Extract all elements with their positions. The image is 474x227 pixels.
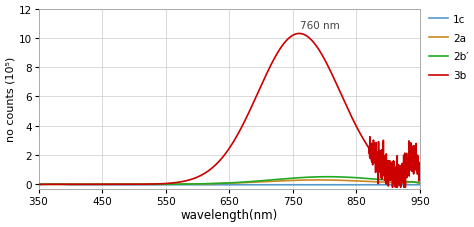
Y-axis label: no counts (10⁵): no counts (10⁵) — [6, 57, 16, 142]
X-axis label: wavelength(nm): wavelength(nm) — [181, 209, 278, 222]
2a — [199, 183, 204, 185]
1c — [80, 184, 86, 186]
1c — [102, 184, 108, 186]
2a — [410, 180, 415, 183]
Line: 1c: 1c — [38, 184, 420, 185]
2b′ — [369, 178, 374, 180]
3b — [417, 171, 423, 174]
Line: 2b′: 2b′ — [38, 177, 420, 185]
2b′ — [199, 183, 204, 185]
3b — [36, 183, 41, 186]
2b′ — [325, 175, 330, 178]
Line: 2a: 2a — [38, 180, 420, 185]
1c — [79, 184, 85, 186]
3b — [182, 180, 188, 183]
Legend: 1c, 2a, 2b′, 3b: 1c, 2a, 2b′, 3b — [429, 15, 469, 81]
2a — [36, 183, 41, 186]
3b — [102, 183, 108, 186]
2b′ — [79, 183, 85, 186]
2a — [102, 183, 108, 186]
2a — [182, 183, 188, 186]
Text: 760 nm: 760 nm — [301, 21, 340, 31]
2a — [369, 180, 374, 183]
1c — [410, 184, 416, 186]
1c — [369, 184, 374, 186]
3b — [390, 186, 395, 189]
1c — [52, 183, 57, 185]
1c — [417, 184, 423, 186]
3b — [296, 33, 302, 36]
3b — [199, 174, 204, 177]
2a — [417, 182, 423, 185]
1c — [182, 184, 188, 186]
3b — [410, 153, 416, 156]
2a — [315, 179, 321, 182]
2b′ — [102, 183, 108, 186]
3b — [369, 142, 374, 145]
1c — [36, 183, 41, 186]
2a — [79, 183, 85, 186]
Line: 3b: 3b — [38, 34, 420, 188]
2b′ — [410, 181, 415, 184]
2b′ — [36, 183, 41, 186]
1c — [199, 184, 204, 186]
2b′ — [417, 181, 423, 184]
3b — [79, 183, 85, 186]
2b′ — [182, 183, 188, 186]
